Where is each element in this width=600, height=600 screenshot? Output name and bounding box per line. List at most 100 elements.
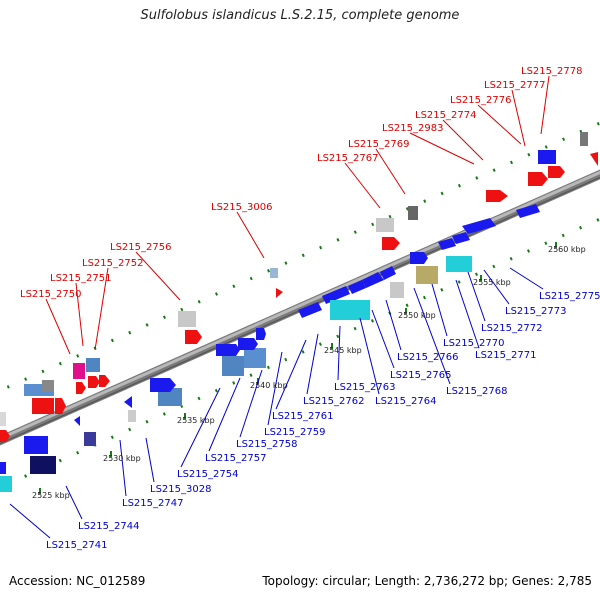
label-leader-line [375, 148, 406, 195]
gene-label-upper[interactable]: LS215_2774 [415, 110, 476, 121]
label-leader-line [409, 132, 475, 165]
tick-label: 2540 kbp [250, 381, 288, 390]
label-leader-line [511, 89, 526, 147]
gene-grey [128, 410, 136, 422]
gene-label-lower[interactable]: LS215_2747 [122, 498, 183, 509]
tick-label: 2535 kbp [177, 416, 215, 425]
gene-indigo [84, 432, 96, 446]
gene-label-upper[interactable]: LS215_2756 [110, 242, 171, 253]
gene-label-upper[interactable]: LS215_2751 [50, 273, 111, 284]
label-leader-line [455, 279, 480, 349]
label-leader-line [467, 271, 486, 322]
gene-label-lower[interactable]: LS215_2754 [177, 469, 238, 480]
gene-label-lower[interactable]: LS215_2758 [236, 439, 297, 450]
gene-label-lower[interactable]: LS215_2772 [481, 323, 542, 334]
gene-forward [380, 266, 396, 280]
gene-label-lower[interactable]: LS215_2764 [375, 396, 436, 407]
gene-label-upper[interactable]: LS215_3006 [211, 202, 272, 213]
label-leader-line [385, 299, 402, 351]
gene-forward [322, 286, 350, 304]
label-leader-line [94, 267, 109, 351]
upper-gene-labels: LS215_2778 LS215_2777 LS215_2776 LS215_2774… [20, 66, 582, 355]
label-leader-line [75, 282, 84, 347]
gene-reverse [528, 172, 548, 186]
label-leader-line [359, 317, 380, 395]
gene-forward [516, 204, 540, 218]
gene-forward [452, 232, 470, 244]
tick-label: 2525 kbp [32, 491, 70, 500]
gene-reverse [76, 382, 86, 394]
tick-label: 2545 kbp [324, 346, 362, 355]
gene-steelblue [244, 348, 266, 368]
gene-reverse [548, 166, 565, 178]
label-leader-line [239, 369, 263, 438]
gene-label-lower[interactable]: LS215_2773 [505, 306, 566, 317]
gene-label-lower[interactable]: LS215_2759 [264, 427, 325, 438]
gene-label-lower[interactable]: LS215_2771 [475, 350, 536, 361]
gene-grey [390, 282, 404, 298]
gene-navy [30, 456, 56, 474]
gene-reverse [486, 190, 508, 202]
gene-label-upper[interactable]: LS215_2767 [317, 153, 378, 164]
gene-label-lower[interactable]: LS215_2757 [205, 453, 266, 464]
gene-label-lower[interactable]: LS215_2762 [303, 396, 364, 407]
gene-label-lower[interactable]: LS215_2766 [397, 352, 458, 363]
gene-steelblue [222, 356, 244, 376]
gene-label-lower[interactable]: LS215_2763 [334, 382, 395, 393]
gene-label-lower[interactable]: LS215_2770 [443, 338, 504, 349]
gene-steelblue [158, 388, 182, 406]
label-leader-line [540, 75, 550, 135]
gene-reverse [88, 376, 100, 388]
gene-forward [150, 378, 176, 392]
gene-label-lower[interactable]: LS215_2741 [46, 540, 107, 551]
gene-red-box [32, 398, 54, 414]
tick-label: 2550 kbp [398, 311, 436, 320]
gene-label-upper[interactable]: LS215_2778 [521, 66, 582, 77]
label-leader-line [208, 377, 241, 452]
gene-label-upper[interactable]: LS215_2750 [20, 289, 81, 300]
gene-label-upper[interactable]: LS215_2777 [484, 80, 545, 91]
gene-grey [580, 132, 588, 146]
gene-forward [410, 252, 428, 264]
gene-label-upper[interactable]: LS215_2752 [82, 258, 143, 269]
gene-label-lower[interactable]: LS215_2768 [446, 386, 507, 397]
label-leader-line [145, 437, 155, 483]
gene-cyan [330, 300, 370, 320]
tick-label: 2555 kbp [473, 278, 511, 287]
map-title: Sulfolobus islandicus L.S.2.15, complete… [140, 8, 460, 23]
label-leader-line [483, 269, 510, 305]
gene-label-upper[interactable]: LS215_2769 [348, 139, 409, 150]
gene-darkgrey [408, 206, 418, 220]
label-leader-line [135, 251, 181, 301]
gene-label-lower[interactable]: LS215_3028 [150, 484, 211, 495]
gene-label-lower[interactable]: LS215_2775 [539, 291, 600, 302]
label-leader-line [236, 211, 265, 259]
label-leader-line [275, 339, 307, 410]
label-leader-line [119, 439, 127, 497]
label-leader-line [267, 351, 283, 426]
gene-reverse [382, 237, 400, 250]
upper-strand-genes [0, 132, 598, 442]
gene-label-upper[interactable]: LS215_2983 [382, 123, 443, 134]
gene-grey [42, 380, 54, 392]
gene-reverse [276, 288, 283, 298]
label-leader-line [442, 119, 484, 161]
accession-text: Accession: NC_012589 [9, 574, 146, 588]
gene-forward [348, 280, 366, 294]
gene-label-upper[interactable]: LS215_2776 [450, 95, 511, 106]
genome-backbone [0, 169, 600, 446]
gene-olive [416, 266, 438, 284]
gene-reverse [590, 152, 598, 166]
gene-label-lower[interactable]: LS215_2744 [78, 521, 139, 532]
gene-lightblue [270, 268, 278, 278]
gene-label-lower[interactable]: LS215_2761 [272, 411, 333, 422]
label-leader-line [45, 298, 71, 355]
lower-gene-labels: LS215_2775 LS215_2773 LS215_2772 LS215_2771… [9, 267, 600, 551]
topology-text: Topology: circular; Length: 2,736,272 bp… [262, 574, 592, 588]
gene-grey [178, 311, 196, 327]
gene-blue [24, 436, 48, 454]
gene-label-lower[interactable]: LS215_2765 [390, 370, 451, 381]
